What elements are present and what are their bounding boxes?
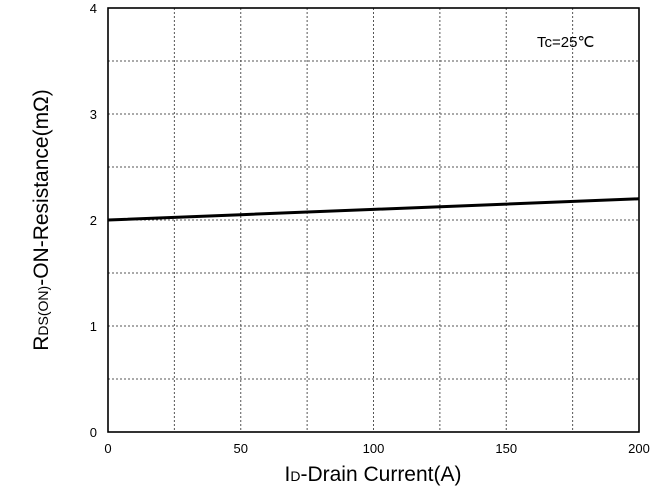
x-tick-label: 0 xyxy=(104,441,111,456)
y-tick-label: 0 xyxy=(90,425,97,440)
x-axis-label-main: I xyxy=(285,463,291,486)
y-tick-label: 3 xyxy=(90,107,97,122)
x-axis-label-subscript: D xyxy=(290,468,300,484)
annotation-temperature: Tc=25℃ xyxy=(537,34,594,51)
y-tick-label: 2 xyxy=(90,213,97,228)
y-axis-label-main: R xyxy=(30,336,53,351)
x-tick-label: 150 xyxy=(495,441,517,456)
y-axis-label-subscript: DS(ON) xyxy=(35,286,51,336)
x-tick-label: 50 xyxy=(234,441,248,456)
x-axis-label-rest: -Drain Current(A) xyxy=(300,463,461,486)
series-group xyxy=(107,197,640,222)
x-axis-label: ID-Drain Current(A) xyxy=(285,463,462,486)
grid xyxy=(108,8,639,432)
y-tick-labels: 0 1 2 3 4 xyxy=(90,1,97,440)
y-tick-label: 1 xyxy=(90,319,97,334)
y-axis-label-rest: -ON-Resistance(mΩ) xyxy=(30,89,53,286)
y-tick-label: 4 xyxy=(90,1,97,16)
series-line xyxy=(107,197,640,222)
y-axis-label: RDS(ON)-ON-Resistance(mΩ) xyxy=(30,89,53,351)
x-tick-label: 200 xyxy=(628,441,650,456)
x-tick-labels: 0 50 100 150 200 xyxy=(104,441,649,456)
x-tick-label: 100 xyxy=(363,441,385,456)
